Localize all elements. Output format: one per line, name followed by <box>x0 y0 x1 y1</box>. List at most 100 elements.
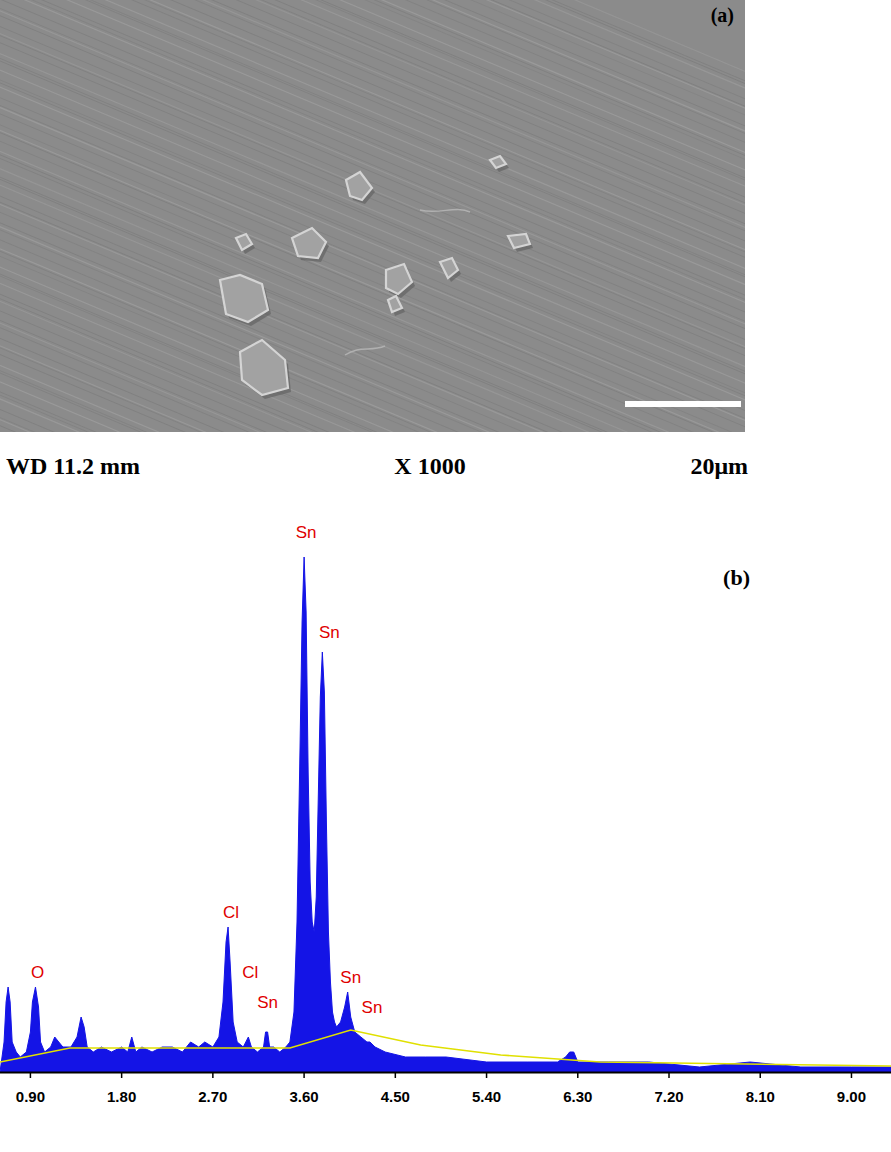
polish-streak <box>0 0 745 206</box>
x-tick <box>30 1073 32 1078</box>
panel-label: (a) <box>711 4 734 27</box>
x-tick-label: 1.80 <box>107 1088 136 1105</box>
x-tick-label: 0.90 <box>16 1088 45 1105</box>
particle <box>236 234 252 250</box>
x-tick-label: 5.40 <box>472 1088 501 1105</box>
polish-streak <box>0 71 745 401</box>
polish-streak <box>0 330 745 432</box>
polish-streak <box>0 124 745 432</box>
polish-streak <box>0 374 745 432</box>
x-tick-label: 3.60 <box>289 1088 318 1105</box>
polish-streak <box>0 240 745 432</box>
polish-streak <box>0 346 745 432</box>
x-axis <box>0 1072 891 1074</box>
x-tick-label: 6.30 <box>563 1088 592 1105</box>
polish-streak <box>0 362 745 432</box>
polish-streak <box>0 319 745 432</box>
x-tick-label: 4.50 <box>381 1088 410 1105</box>
polish-streak <box>0 411 745 432</box>
peak-label: O <box>31 963 44 982</box>
x-tick <box>303 1073 305 1078</box>
polish-streak <box>0 339 745 432</box>
page: {"micrograph": {"label": "(a)", "working… <box>0 0 891 1152</box>
polish-streak <box>0 383 745 432</box>
scale-bar <box>625 401 741 407</box>
x-tick-label: 2.70 <box>198 1088 227 1105</box>
polish-streak <box>0 290 745 432</box>
x-tick-label: 7.20 <box>654 1088 683 1105</box>
polish-streak <box>0 0 745 320</box>
polish-streak <box>0 0 745 330</box>
x-tick <box>668 1073 670 1078</box>
peak-label: Cl <box>223 903 239 922</box>
polish-streak <box>0 417 745 432</box>
particle <box>220 275 268 322</box>
polish-streak <box>0 0 745 232</box>
surface-mark <box>345 209 470 355</box>
plot-area <box>0 557 891 1072</box>
polish-streak <box>0 357 745 432</box>
polish-streak <box>0 315 745 432</box>
peak-label: Sn <box>362 998 383 1017</box>
polish-streak <box>0 146 745 432</box>
polish-streak <box>0 293 745 432</box>
polish-streak <box>0 3 745 333</box>
x-tick <box>759 1073 761 1078</box>
polish-streak <box>0 387 745 432</box>
polish-streak <box>0 97 745 427</box>
polish-streak <box>0 0 745 283</box>
peak-label: Sn <box>340 968 361 987</box>
particle <box>508 234 530 248</box>
polish-streak <box>0 286 745 432</box>
x-tick <box>851 1073 853 1078</box>
particle <box>346 172 372 200</box>
x-tick <box>395 1073 397 1078</box>
polish-streak <box>0 0 745 258</box>
polish-streak <box>0 74 745 404</box>
polish-streak <box>0 218 745 432</box>
polish-streak <box>0 243 745 432</box>
polish-streak <box>0 409 745 432</box>
polish-streak <box>0 0 745 304</box>
x-tick-label: 8.10 <box>746 1088 775 1105</box>
figure: (a) WD 11.2 mm X 1000 20μm 0.90 1.80 2.70 3.60 4… <box>0 0 891 1152</box>
polish-streak <box>0 204 745 432</box>
polish-streak <box>0 222 745 432</box>
polish-streak <box>0 428 745 432</box>
magnification: X 1000 <box>394 453 465 479</box>
particle <box>240 340 288 395</box>
background-line <box>0 1030 891 1066</box>
particle <box>388 296 402 312</box>
polish-streak <box>0 391 745 432</box>
peak-label: Cl <box>242 963 258 982</box>
polish-streak <box>0 53 745 383</box>
polish-streak <box>0 0 745 107</box>
polish-streak <box>0 0 745 249</box>
spectrum <box>0 557 891 1072</box>
polish-streak <box>0 177 745 432</box>
scale-bar-label: 20μm <box>690 453 748 479</box>
polish-streak <box>0 231 745 432</box>
x-tick-label: 9.00 <box>837 1088 866 1105</box>
polish-streak <box>0 268 745 432</box>
peak-label: Sn <box>319 623 340 642</box>
panel-label: (b) <box>723 565 750 590</box>
polish-streak <box>0 150 745 432</box>
polish-streak <box>0 0 745 178</box>
polish-streak <box>0 275 745 432</box>
particle <box>292 228 326 258</box>
x-tick <box>577 1073 579 1078</box>
polish-streak <box>0 401 745 432</box>
peak-label: Sn <box>296 523 317 542</box>
working-distance: WD 11.2 mm <box>6 453 140 479</box>
polish-streak <box>0 312 745 432</box>
peak-label: Sn <box>257 993 278 1012</box>
particle <box>386 264 412 294</box>
polish-streak <box>0 25 745 355</box>
polish-streak <box>0 133 745 432</box>
x-tick <box>121 1073 123 1078</box>
x-tick <box>212 1073 214 1078</box>
particle <box>490 156 506 168</box>
polish-streak <box>0 188 745 432</box>
polish-streak <box>0 0 745 213</box>
